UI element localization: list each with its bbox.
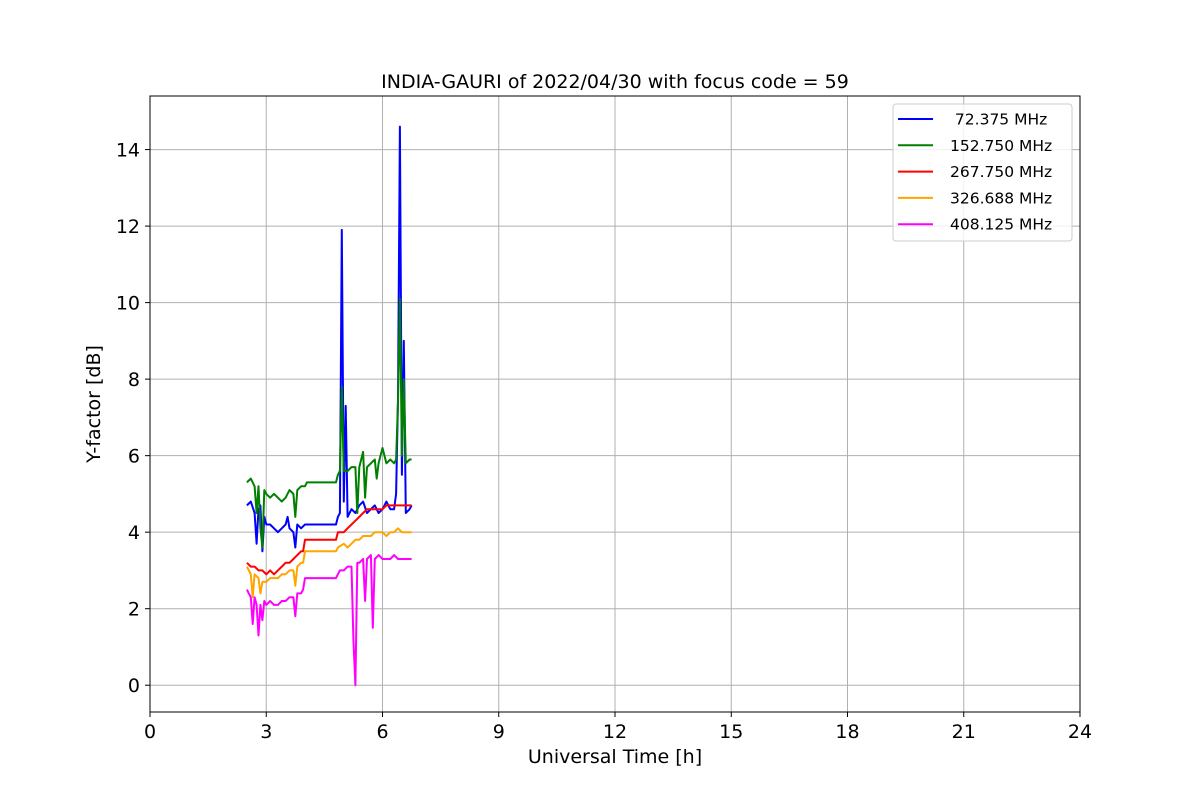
legend-label-0: 72.375 MHz bbox=[950, 111, 1047, 129]
x-tick-label: 3 bbox=[260, 721, 272, 743]
x-tick-label: 0 bbox=[144, 721, 156, 743]
series-line-3 bbox=[246, 527, 412, 599]
series-line-0 bbox=[246, 125, 413, 553]
x-tick-label: 6 bbox=[376, 721, 388, 743]
y-tick-label: 8 bbox=[128, 369, 140, 391]
y-tick-label: 12 bbox=[116, 216, 140, 238]
x-tick-label: 9 bbox=[493, 721, 505, 743]
legend-label-3: 326.688 MHz bbox=[950, 189, 1052, 207]
legend-label-2: 267.750 MHz bbox=[950, 163, 1052, 181]
series-line-2 bbox=[246, 504, 412, 576]
y-tick-label: 4 bbox=[128, 522, 140, 544]
y-tick-label: 6 bbox=[128, 446, 140, 468]
x-axis-title: Universal Time [h] bbox=[528, 746, 702, 768]
series-line-4 bbox=[246, 554, 412, 687]
y-tick-label: 0 bbox=[128, 675, 140, 697]
legend-label-1: 152.750 MHz bbox=[950, 137, 1052, 155]
legend-box bbox=[892, 103, 1073, 242]
x-tick-label: 12 bbox=[603, 721, 627, 743]
legend-label-4: 408.125 MHz bbox=[950, 216, 1052, 234]
y-tick-label: 2 bbox=[128, 599, 140, 621]
y-tick-label: 14 bbox=[116, 140, 140, 162]
legend: 72.375 MHz 152.750 MHz 267.750 MHz 326.688 … bbox=[892, 103, 1073, 242]
y-axis-title: Y-factor [dB] bbox=[83, 345, 105, 464]
series-lines bbox=[246, 125, 413, 687]
x-tick-label: 15 bbox=[719, 721, 743, 743]
y-tick-label: 10 bbox=[116, 293, 140, 315]
series-line-1 bbox=[246, 297, 412, 549]
chart-title: INDIA-GAURI of 2022/04/30 with focus cod… bbox=[381, 71, 849, 93]
x-tick-label: 18 bbox=[835, 721, 859, 743]
x-tick-label: 21 bbox=[952, 721, 976, 743]
x-tick-label: 24 bbox=[1068, 721, 1092, 743]
